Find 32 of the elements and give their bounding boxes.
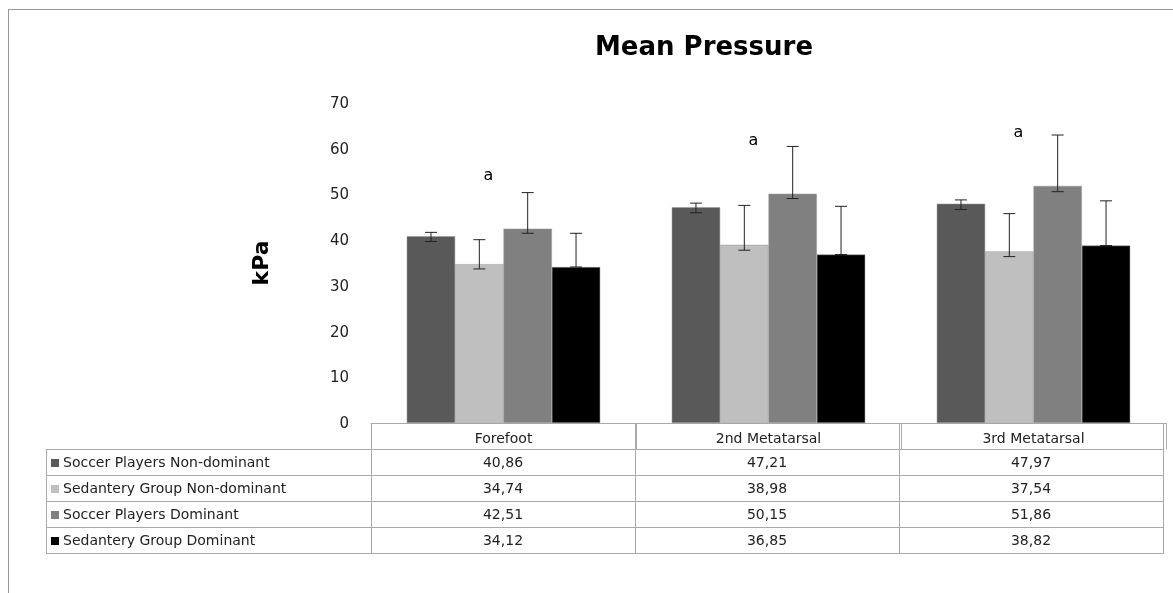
x-tick-label: 2nd Metatarsal <box>715 430 822 446</box>
y-tick-label: 50 <box>329 185 349 204</box>
y-tick-label: 30 <box>329 276 349 295</box>
y-tick-label: 40 <box>329 231 349 250</box>
data-label: 38,98 <box>635 475 899 501</box>
y-tick-label: 10 <box>329 368 349 387</box>
data-label: 47,97 <box>899 449 1163 475</box>
data-label: 38,82 <box>899 527 1163 553</box>
y-axis-title: kPa <box>247 240 273 286</box>
y-tick-label: 0 <box>339 414 349 432</box>
x-tick-label: Forefoot <box>474 430 533 446</box>
annotation: a <box>483 165 494 185</box>
legend-label: Soccer Players Dominant <box>46 501 371 527</box>
data-label: 42,51 <box>371 501 635 527</box>
data-label: 37,54 <box>899 475 1163 501</box>
annotation: a <box>1013 122 1024 142</box>
x-tick-label: 3rd Metatarsal <box>982 430 1085 446</box>
data-label: 36,85 <box>635 527 899 553</box>
legend-label: Soccer Players Non-dominant <box>46 449 371 475</box>
legend-label: Sedantery Group Dominant <box>46 527 371 553</box>
data-label: 34,12 <box>371 527 635 553</box>
data-label: 50,15 <box>635 501 899 527</box>
data-label: 47,21 <box>635 449 899 475</box>
y-tick-label: 60 <box>329 139 349 158</box>
y-tick-label: 70 <box>329 94 349 112</box>
chart-title: Mean Pressure <box>594 31 814 61</box>
annotation: a <box>748 130 759 150</box>
legend-label: Sedantery Group Non-dominant <box>46 475 371 501</box>
data-label: 34,74 <box>371 475 635 501</box>
y-tick-label: 20 <box>329 322 349 341</box>
data-label: 40,86 <box>371 449 635 475</box>
data-label: 51,86 <box>899 501 1163 527</box>
